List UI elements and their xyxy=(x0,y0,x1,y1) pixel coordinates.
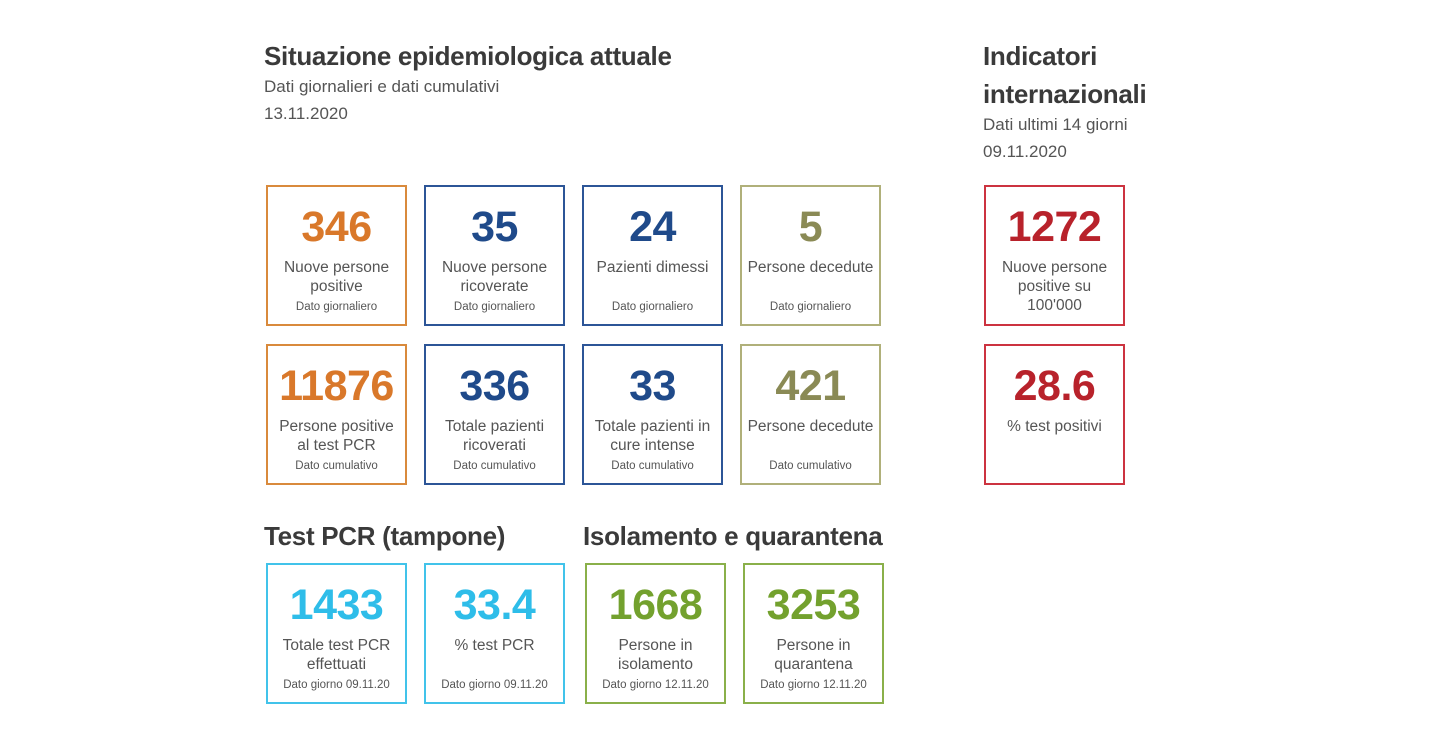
card-note: Dato cumulativo xyxy=(769,460,852,472)
card-nuove-positive: 346 Nuove persone positive Dato giornali… xyxy=(266,185,407,326)
card-note: Dato cumulativo xyxy=(611,460,694,472)
card-note: Dato giornaliero xyxy=(769,301,852,313)
card-test-positivi: 28.6 % test positivi xyxy=(984,344,1125,485)
card-value: 35 xyxy=(471,203,518,251)
card-note: Dato cumulativo xyxy=(453,460,536,472)
card-value: 1272 xyxy=(1007,203,1102,251)
card-label: Totale test PCR effettuati xyxy=(282,637,391,673)
test-pcr-title: Test PCR (tampone) xyxy=(264,521,506,551)
card-note: Dato giorno 12.11.20 xyxy=(602,679,709,691)
card-value: 1668 xyxy=(608,581,703,629)
situazione-subtitle: Dati giornalieri e dati cumulativi xyxy=(264,77,500,96)
situazione-date: 13.11.2020 xyxy=(264,104,348,123)
card-label: Totale pazienti in cure intense xyxy=(594,418,711,454)
card-cure-intense: 33 Totale pazienti in cure intense Dato … xyxy=(582,344,723,485)
card-label: Nuove persone ricoverate xyxy=(441,259,548,295)
card-value: 336 xyxy=(459,362,530,410)
card-isolamento: 1668 Persone in isolamento Dato giorno 1… xyxy=(585,563,726,704)
card-label: Nuove persone positive xyxy=(283,259,390,295)
card-note: Dato giornaliero xyxy=(453,301,536,313)
isolamento-title: Isolamento e quarantena xyxy=(583,521,883,551)
card-label: Persone decedute xyxy=(747,418,874,435)
card-note: Dato giornaliero xyxy=(295,301,378,313)
card-label: Nuove persone positive su 100'000 xyxy=(1001,259,1108,314)
card-note: Dato giornaliero xyxy=(611,301,694,313)
indicatori-title-line1: Indicatori xyxy=(983,41,1098,71)
card-note: Dato cumulativo xyxy=(295,460,378,472)
indicatori-title-line2: internazionali xyxy=(983,79,1147,109)
card-label: Totale pazienti ricoverati xyxy=(444,418,545,454)
card-value: 24 xyxy=(629,203,676,251)
card-label: Persone in isolamento xyxy=(618,637,693,673)
card-totale-ricoverati: 336 Totale pazienti ricoverati Dato cumu… xyxy=(424,344,565,485)
card-nuove-ricoverate: 35 Nuove persone ricoverate Dato giornal… xyxy=(424,185,565,326)
card-value: 28.6 xyxy=(1013,362,1096,410)
card-persone-decedute-daily: 5 Persone decedute Dato giornaliero xyxy=(740,185,881,326)
card-persone-decedute-cumulative: 421 Persone decedute Dato cumulativo xyxy=(740,344,881,485)
card-positive-pcr: 11876 Persone positive al test PCR Dato … xyxy=(266,344,407,485)
card-value: 421 xyxy=(775,362,846,410)
card-value: 33 xyxy=(629,362,676,410)
card-value: 5 xyxy=(798,203,823,251)
card-totale-test-pcr: 1433 Totale test PCR effettuati Dato gio… xyxy=(266,563,407,704)
card-value: 33.4 xyxy=(453,581,536,629)
card-value: 3253 xyxy=(766,581,861,629)
card-note: Dato giorno 09.11.20 xyxy=(283,679,390,691)
card-value: 346 xyxy=(301,203,372,251)
card-note: Dato giorno 09.11.20 xyxy=(441,679,548,691)
card-label: Persone in quarantena xyxy=(774,637,853,673)
card-value: 11876 xyxy=(279,362,394,410)
card-value: 1433 xyxy=(289,581,384,629)
card-quarantena: 3253 Persone in quarantena Dato giorno 1… xyxy=(743,563,884,704)
situazione-title: Situazione epidemiologica attuale xyxy=(264,41,672,71)
card-label: % test positivi xyxy=(1007,418,1102,435)
card-label: % test PCR xyxy=(454,637,535,654)
card-pazienti-dimessi: 24 Pazienti dimessi Dato giornaliero xyxy=(582,185,723,326)
card-note: Dato giorno 12.11.20 xyxy=(760,679,867,691)
card-label: Persone positive al test PCR xyxy=(279,418,394,454)
card-label: Persone decedute xyxy=(747,259,874,276)
card-label: Pazienti dimessi xyxy=(596,259,709,276)
card-positive-100000: 1272 Nuove persone positive su 100'000 xyxy=(984,185,1125,326)
indicatori-date: 09.11.2020 xyxy=(983,142,1067,161)
card-percent-test-pcr: 33.4 % test PCR Dato giorno 09.11.20 xyxy=(424,563,565,704)
indicatori-subtitle: Dati ultimi 14 giorni xyxy=(983,115,1128,134)
